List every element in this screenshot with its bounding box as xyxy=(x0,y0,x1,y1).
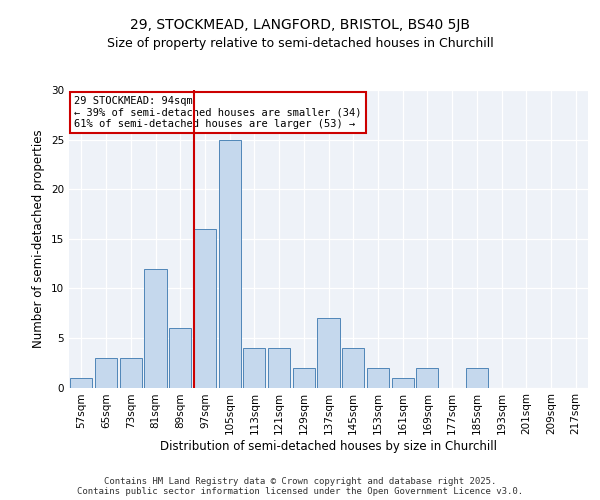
Bar xyxy=(119,358,142,388)
X-axis label: Distribution of semi-detached houses by size in Churchill: Distribution of semi-detached houses by … xyxy=(160,440,497,453)
Bar xyxy=(169,328,191,388)
Bar xyxy=(268,348,290,388)
Bar xyxy=(342,348,364,388)
Bar xyxy=(416,368,439,388)
Bar xyxy=(367,368,389,388)
Bar xyxy=(392,378,414,388)
Y-axis label: Number of semi-detached properties: Number of semi-detached properties xyxy=(32,130,46,348)
Text: Contains HM Land Registry data © Crown copyright and database right 2025.
Contai: Contains HM Land Registry data © Crown c… xyxy=(77,476,523,496)
Bar xyxy=(145,268,167,388)
Bar xyxy=(466,368,488,388)
Text: Size of property relative to semi-detached houses in Churchill: Size of property relative to semi-detach… xyxy=(107,38,493,51)
Bar xyxy=(293,368,315,388)
Text: 29 STOCKMEAD: 94sqm
← 39% of semi-detached houses are smaller (34)
61% of semi-d: 29 STOCKMEAD: 94sqm ← 39% of semi-detach… xyxy=(74,96,362,129)
Bar xyxy=(218,140,241,388)
Text: 29, STOCKMEAD, LANGFORD, BRISTOL, BS40 5JB: 29, STOCKMEAD, LANGFORD, BRISTOL, BS40 5… xyxy=(130,18,470,32)
Bar xyxy=(194,229,216,388)
Bar xyxy=(95,358,117,388)
Bar xyxy=(243,348,265,388)
Bar xyxy=(317,318,340,388)
Bar xyxy=(70,378,92,388)
